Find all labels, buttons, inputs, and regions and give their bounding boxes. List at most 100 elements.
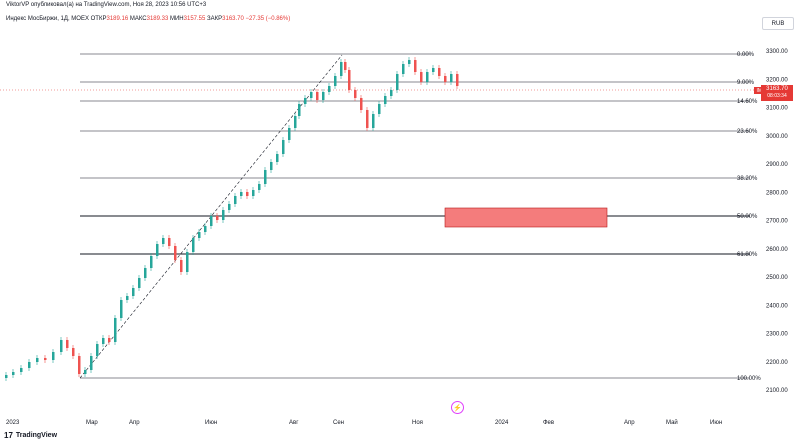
candle-body [348,70,351,90]
x-tick-label: Июн [205,420,217,426]
publisher-line: ViktorVP опубликовал(а) на TradingView.c… [6,2,207,8]
candle-body [396,74,399,90]
ohlc-value: 3189.16 [106,16,129,22]
candle-body [28,362,31,368]
y-tick-label: 3200.00 [766,77,788,83]
x-tick-label: Май [666,419,678,426]
y-tick-label: 2800.00 [766,190,788,196]
x-tick-label: Апр [129,420,140,426]
symbol-legend: Индекс МосБиржи, 1Д, MOEX ОТКР3189.16 МА… [6,16,290,22]
candle-body [192,238,195,252]
candle-body [298,104,301,116]
candle-body [96,344,99,356]
x-tick-label: 2023 [6,420,20,426]
y-tick-label: 2200.00 [766,360,788,366]
ohlc-value: 3189.33 [146,16,169,22]
x-tick-label: Июн [710,420,722,426]
candle-body [426,72,429,82]
candle-body [198,232,201,238]
candle-body [402,64,405,74]
ohlc-value: 3163.70 [222,16,244,22]
candle-body [316,92,319,100]
candle-body [288,128,291,140]
candle-body [168,238,171,246]
candle-body [328,86,331,92]
candle-body [450,74,453,82]
lightning-icon[interactable]: ⚡ [451,401,464,414]
x-tick-label: 2024 [495,420,509,426]
candle-body [444,76,447,82]
candle-body [310,92,313,98]
y-tick-label: 3100.00 [766,106,788,112]
candle-body [144,268,147,278]
candle-body [366,110,369,128]
candle-body [120,300,123,318]
candle-body [210,216,213,226]
candle-body [5,375,8,378]
candle-body [360,98,363,110]
candle-body [408,60,411,64]
candle-body [138,278,141,288]
candle-body [420,72,423,82]
x-tick-label: Сен [333,420,344,426]
candle-body [322,92,325,100]
candle-body [340,62,343,76]
candle-body [270,162,273,170]
candle-body [276,154,279,162]
candle-body [52,352,55,360]
x-tick-label: Мар [86,420,98,426]
candle-body [108,338,111,342]
candle-body [294,116,297,128]
candle-body [414,60,417,72]
tradingview-mark-icon: 17 [4,431,13,440]
y-tick-label: 3300.00 [766,49,788,55]
candle-body [282,140,285,154]
tradingview-logo[interactable]: 17 TradingView [4,431,57,440]
candle-body [334,76,337,86]
fib-level-label: 14.60% [737,99,758,105]
currency-button[interactable]: RUB [762,17,794,30]
candle-body [84,370,87,374]
ohlc-key: ОТКР [90,16,107,22]
y-tick-label: 3000.00 [766,134,788,140]
y-tick-label: 2500.00 [766,275,788,281]
candle-body [228,204,231,210]
y-tick-label: 2700.00 [766,219,788,225]
x-tick-label: Апр [624,420,635,426]
x-tick-label: Авг [289,420,299,426]
symbol-name: Индекс МосБиржи, 1Д, MOEX [6,16,89,22]
candle-body [258,184,261,190]
candle-body [240,192,243,196]
price-change: −27.35 (−0.86%) [245,16,291,22]
candle-body [246,192,249,196]
x-tick-label: Фев [543,420,554,426]
candle-body [162,238,165,244]
candle-body [204,226,207,232]
candle-body [90,356,93,370]
candle-body [456,74,459,86]
candle-body [264,170,267,184]
last-price: 3163.70 [766,86,788,92]
y-tick-label: 2900.00 [766,162,788,168]
candle-body [432,68,435,72]
last-price-badge: 3163.70 08:03:34 [761,85,793,101]
candle-body [384,96,387,104]
y-tick-label: 2600.00 [766,247,788,253]
candle-body [126,296,129,300]
candle-body [252,190,255,196]
candle-body [222,210,225,220]
candle-body [20,368,23,372]
candle-body [150,256,153,268]
candle-body [132,288,135,296]
fib-level-label: 9.00% [737,80,755,86]
ohlc-values: ОТКР3189.16 МАКС3189.33 МИН3157.55 ЗАКР3… [91,16,246,22]
ohlc-key: МАКС [128,16,147,22]
fib-level-label: 50.00% [737,214,758,220]
target-zone-box [444,207,608,228]
x-tick-label: Ноя [412,420,423,426]
fib-level-label: 0.00% [737,52,755,58]
candle-body [216,216,219,220]
candle-body [378,104,381,114]
bar-countdown: 08:03:34 [767,93,787,99]
